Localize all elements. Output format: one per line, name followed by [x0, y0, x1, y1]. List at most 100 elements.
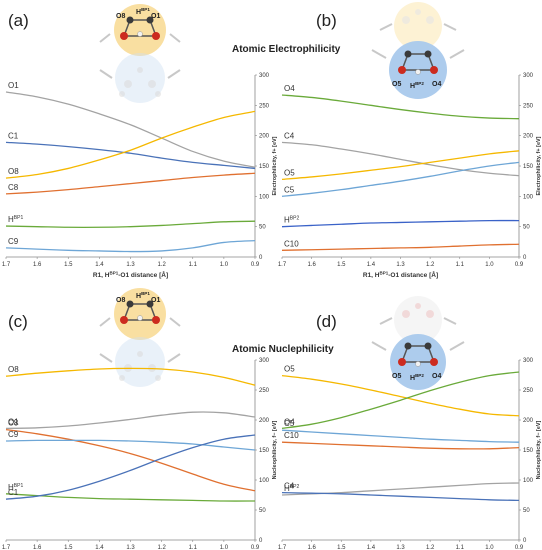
x-tick-label: 1.5	[64, 262, 73, 268]
x-tick-label: 1.6	[307, 545, 316, 550]
series-label-c8: C8	[8, 183, 19, 192]
y-tick-label: 300	[523, 73, 534, 79]
series-label-o8: O8	[8, 167, 19, 176]
x-tick-label: 1.7	[278, 262, 287, 268]
y-tick-label: 100	[523, 478, 534, 484]
series-line-o8	[5, 110, 256, 179]
panel-letter-d: (d)	[316, 312, 337, 331]
x-tick-label: 1.5	[337, 545, 346, 550]
x-tick-label: 1.3	[126, 262, 135, 268]
series-label-c9: C9	[8, 430, 19, 439]
x-tick-label: 1.2	[426, 545, 435, 550]
chart-d: 1.7 1.6 1.5 1.4 1.3 1.2 1.1 1.0 0.90 50 100 150 200 2…	[278, 358, 542, 550]
y-tick-label: 300	[259, 358, 270, 364]
y-tick-label: 250	[259, 103, 270, 109]
mol-c-label-left: O8	[116, 297, 125, 304]
x-tick-label: 1.7	[2, 262, 11, 268]
series-label-hbp2: HBP2	[284, 216, 299, 225]
chart-a: 1.7 1.6 1.5 1.4 1.3 1.2 1.1 1.0 0.90 50 100 150 200 2…	[2, 73, 278, 279]
x-tick-label: 1.3	[126, 545, 135, 550]
chart-c: 1.7 1.6 1.5 1.4 1.3 1.2 1.1 1.0 0.90 50 100 150 200 2…	[2, 358, 278, 550]
x-tick-label: 1.3	[396, 262, 405, 268]
mol-a-label-h: HBP1	[136, 7, 150, 16]
x-tick-label: 1.2	[426, 262, 435, 268]
x-tick-label: 0.9	[251, 545, 260, 550]
x-tick-label: 0.9	[515, 262, 524, 268]
x-tick-label: 1.0	[485, 545, 494, 550]
series-line-o5	[281, 150, 520, 180]
mol-b-label-right: O4	[432, 81, 441, 88]
panel-letter-c: (c)	[8, 312, 28, 331]
panel-letter-a: (a)	[8, 11, 29, 30]
x-tick-label: 1.1	[456, 262, 465, 268]
y-axis-label: Nucleophilicity, f− [eV]	[272, 420, 278, 479]
series-line-c4	[281, 141, 520, 177]
mol-d-label-right: O4	[432, 373, 441, 380]
y-tick-label: 250	[523, 388, 534, 394]
series-label-c5: C5	[284, 419, 295, 428]
series-line-hbp1	[5, 220, 256, 228]
mol-a-label-right: O1	[151, 13, 160, 20]
panel-letter-b: (b)	[316, 11, 337, 30]
x-tick-label: 1.7	[2, 545, 11, 550]
y-tick-label: 200	[259, 134, 270, 140]
series-line-o4	[281, 371, 520, 430]
y-axis-label: Electrophilicity, f+ [eV]	[536, 136, 542, 195]
molecule-a: O8 HBP1 O1	[99, 4, 181, 103]
mol-a-label-left: O8	[116, 13, 125, 20]
x-axis-label: R1, HBP1-O1 distance [Å]	[93, 270, 168, 279]
y-tick-label: 50	[259, 225, 266, 231]
series-line-o1	[5, 411, 256, 430]
series-line-c1	[5, 434, 256, 500]
y-tick-label: 50	[523, 508, 530, 514]
series-label-c4: C4	[284, 131, 295, 140]
x-tick-label: 1.0	[485, 262, 494, 268]
series-label-c10: C10	[284, 239, 299, 248]
y-tick-label: 50	[259, 508, 266, 514]
series-line-o5	[281, 374, 520, 417]
y-tick-label: 300	[523, 358, 534, 364]
series-line-c8	[5, 172, 256, 195]
y-tick-label: 100	[259, 478, 270, 484]
series-label-c9: C9	[8, 237, 19, 246]
molecule-d: O5 HBP2 O4	[371, 296, 465, 390]
y-tick-label: 250	[523, 103, 534, 109]
x-tick-label: 1.4	[95, 262, 104, 268]
series-label-o5: O5	[284, 365, 295, 374]
series-label-c5: C5	[284, 185, 295, 194]
y-tick-label: 0	[259, 255, 263, 261]
x-tick-label: 1.6	[33, 545, 42, 550]
y-tick-label: 50	[523, 225, 530, 231]
x-tick-label: 0.9	[515, 545, 524, 550]
series-label-c10: C10	[284, 431, 299, 440]
series-label-hbp1: HBP1	[8, 215, 23, 224]
title-electrophilicity: Atomic Electrophilicity	[232, 44, 341, 55]
y-tick-label: 0	[259, 538, 263, 544]
mol-b-label-h: HBP2	[410, 81, 424, 90]
series-label-c1: C1	[8, 488, 19, 497]
series-label-o4: O4	[284, 417, 295, 426]
x-tick-label: 1.5	[64, 545, 73, 550]
series-line-c4	[281, 491, 520, 502]
y-axis-label: Electrophilicity, f+ [eV]	[272, 136, 278, 195]
x-tick-label: 1.4	[367, 545, 376, 550]
chart-b: 1.7 1.6 1.5 1.4 1.3 1.2 1.1 1.0 0.90 50 100 150 200 2…	[278, 73, 542, 279]
mol-b-label-left: O5	[392, 81, 401, 88]
series-label-hbp2: HBP2	[284, 484, 299, 493]
y-tick-label: 150	[523, 164, 534, 170]
y-tick-label: 200	[523, 134, 534, 140]
x-tick-label: 1.5	[337, 262, 346, 268]
y-tick-label: 0	[523, 255, 527, 261]
series-line-o8	[5, 367, 256, 386]
series-label-o1: O1	[8, 417, 19, 426]
series-line-c5	[281, 161, 520, 197]
y-tick-label: 150	[259, 448, 270, 454]
series-line-c1	[5, 141, 256, 170]
series-line-o1	[5, 91, 256, 168]
molecule-b: O5 HBP2 O4	[371, 2, 465, 99]
x-tick-label: 1.0	[220, 262, 229, 268]
title-nucleophilicity: Atomic Nuclephilicity	[232, 344, 334, 355]
x-tick-label: 1.1	[189, 262, 198, 268]
y-tick-label: 100	[523, 194, 534, 200]
x-tick-label: 1.6	[307, 262, 316, 268]
